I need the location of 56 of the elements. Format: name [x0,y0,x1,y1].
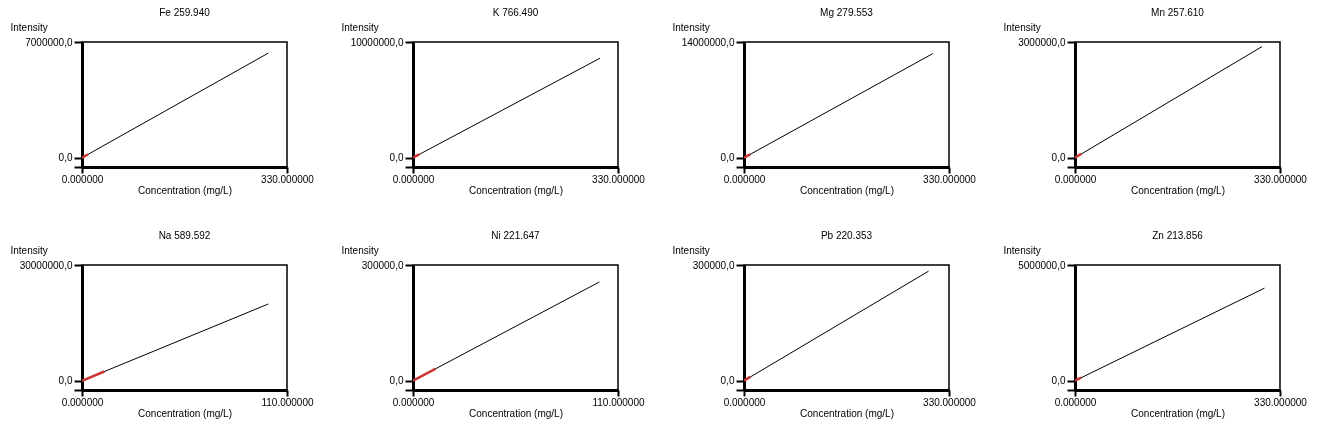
x-tick-label: 0.000000 [1054,396,1097,408]
x-axis-title: Concentration (mg/L) [800,407,894,419]
x-axis-title: Concentration (mg/L) [138,184,232,196]
x-axis-title: Concentration (mg/L) [469,184,563,196]
x-tick-label: 330.000000 [923,396,977,408]
y-axis-title: Intensity [341,21,379,33]
chart-title: Mg 279.553 [820,7,874,18]
x-tick-label: 330.000000 [592,173,646,185]
y-tick-label: 0,0 [58,152,73,164]
chart-title: K 766.490 [492,7,539,18]
x-tick-label: 0.000000 [61,173,104,185]
y-tick-label: 0,0 [389,152,404,164]
x-tick-label: 110.000000 [592,396,645,408]
x-tick-label: 330.000000 [923,173,977,185]
x-axis-title: Concentration (mg/L) [1131,407,1225,419]
y-tick-label: 0,0 [389,375,404,387]
x-axis-title: Concentration (mg/L) [1131,184,1225,196]
y-axis-title: Intensity [1003,244,1041,256]
chart-title: Mn 257.610 [1151,7,1205,18]
x-tick-label: 110.000000 [261,396,314,408]
chart-title: Fe 259.940 [159,7,211,18]
chart-title: Ni 221.647 [491,230,541,241]
y-axis-title: Intensity [672,21,710,33]
x-tick-label: 330.000000 [1254,173,1308,185]
x-tick-label: 0.000000 [1054,173,1097,185]
y-tick-label: 0,0 [1051,152,1066,164]
x-tick-label: 0.000000 [723,396,766,408]
y-axis-title: Intensity [672,244,710,256]
y-tick-label: 14000000,0 [681,36,735,48]
chart-title: Pb 220.353 [820,230,873,241]
y-tick-label: 300000,0 [692,259,735,271]
x-tick-label: 0.000000 [723,173,766,185]
x-tick-label: 0.000000 [392,396,435,408]
x-tick-label: 0.000000 [61,396,104,408]
y-axis-title: Intensity [341,244,379,256]
x-axis-title: Concentration (mg/L) [800,184,894,196]
x-tick-label: 0.000000 [392,173,435,185]
y-tick-label: 0,0 [720,375,735,387]
chart-title: Na 589.592 [158,230,211,241]
y-tick-label: 7000000,0 [25,36,73,48]
x-axis-title: Concentration (mg/L) [469,407,563,419]
y-axis-title: Intensity [1003,21,1041,33]
y-tick-label: 5000000,0 [1018,259,1066,271]
x-tick-label: 330.000000 [261,173,315,185]
y-tick-label: 0,0 [720,152,735,164]
x-tick-label: 330.000000 [1254,396,1308,408]
x-axis-title: Concentration (mg/L) [138,407,232,419]
y-tick-label: 0,0 [58,375,73,387]
chart-title: Zn 213.856 [1152,230,1204,241]
y-tick-label: 30000000,0 [19,259,73,271]
y-tick-label: 300000,0 [361,259,404,271]
y-tick-label: 10000000,0 [350,36,404,48]
y-tick-label: 3000000,0 [1018,36,1066,48]
y-axis-title: Intensity [10,244,48,256]
y-axis-title: Intensity [10,21,48,33]
y-tick-label: 0,0 [1051,375,1066,387]
